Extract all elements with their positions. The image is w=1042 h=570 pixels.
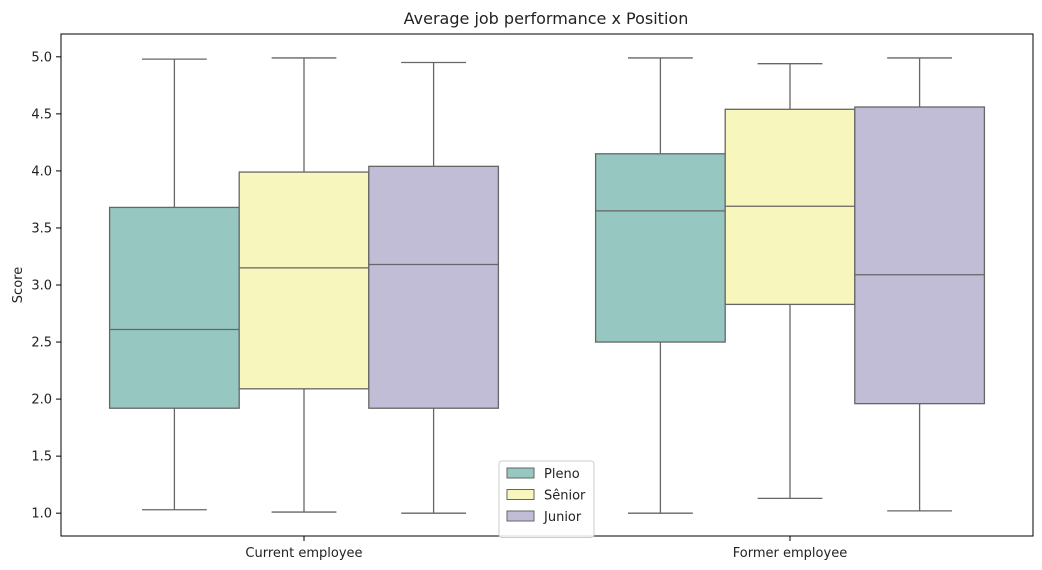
iqr-box: [368, 165, 500, 409]
legend: Pleno Sênior Junior: [498, 460, 595, 538]
legend-swatch: [506, 489, 535, 500]
legend-swatch: [506, 510, 535, 522]
x-tick-label: Former employee: [733, 546, 847, 561]
x-axis: Current employee Former employee: [245, 536, 847, 561]
iqr-box: [594, 153, 726, 343]
y-tick-label: 5.0: [31, 50, 52, 65]
legend-label: Junior: [543, 510, 582, 525]
y-axis: 1.0 1.5 2.0 2.5 3.0 3.5 4.0 4.5 5.0: [31, 50, 61, 522]
box-pleno-0: [108, 58, 240, 511]
y-tick-label: 2.5: [31, 336, 52, 351]
boxes-layer: [108, 57, 986, 514]
iqr-box: [108, 206, 240, 409]
legend-label: Sênior: [544, 489, 586, 504]
y-tick-label: 4.5: [31, 107, 52, 122]
box-junior-0: [368, 61, 500, 514]
y-axis-label: Score: [11, 267, 26, 303]
y-tick-label: 3.5: [31, 221, 52, 236]
box-s-nior-0: [238, 57, 370, 513]
y-tick-label: 2.0: [31, 393, 52, 408]
iqr-box: [854, 106, 986, 405]
y-tick-label: 1.5: [31, 450, 52, 465]
legend-label: Pleno: [544, 467, 580, 482]
box-s-nior-1: [724, 63, 856, 500]
chart-title: Average job performance x Position: [404, 9, 689, 28]
x-tick-label: Current employee: [245, 546, 362, 561]
y-tick-label: 1.0: [31, 507, 52, 522]
box-pleno-1: [594, 57, 726, 514]
box-junior-1: [854, 57, 986, 512]
iqr-box: [238, 171, 370, 390]
legend-swatch: [506, 467, 535, 479]
y-tick-label: 3.0: [31, 279, 52, 294]
y-tick-label: 4.0: [31, 164, 52, 179]
